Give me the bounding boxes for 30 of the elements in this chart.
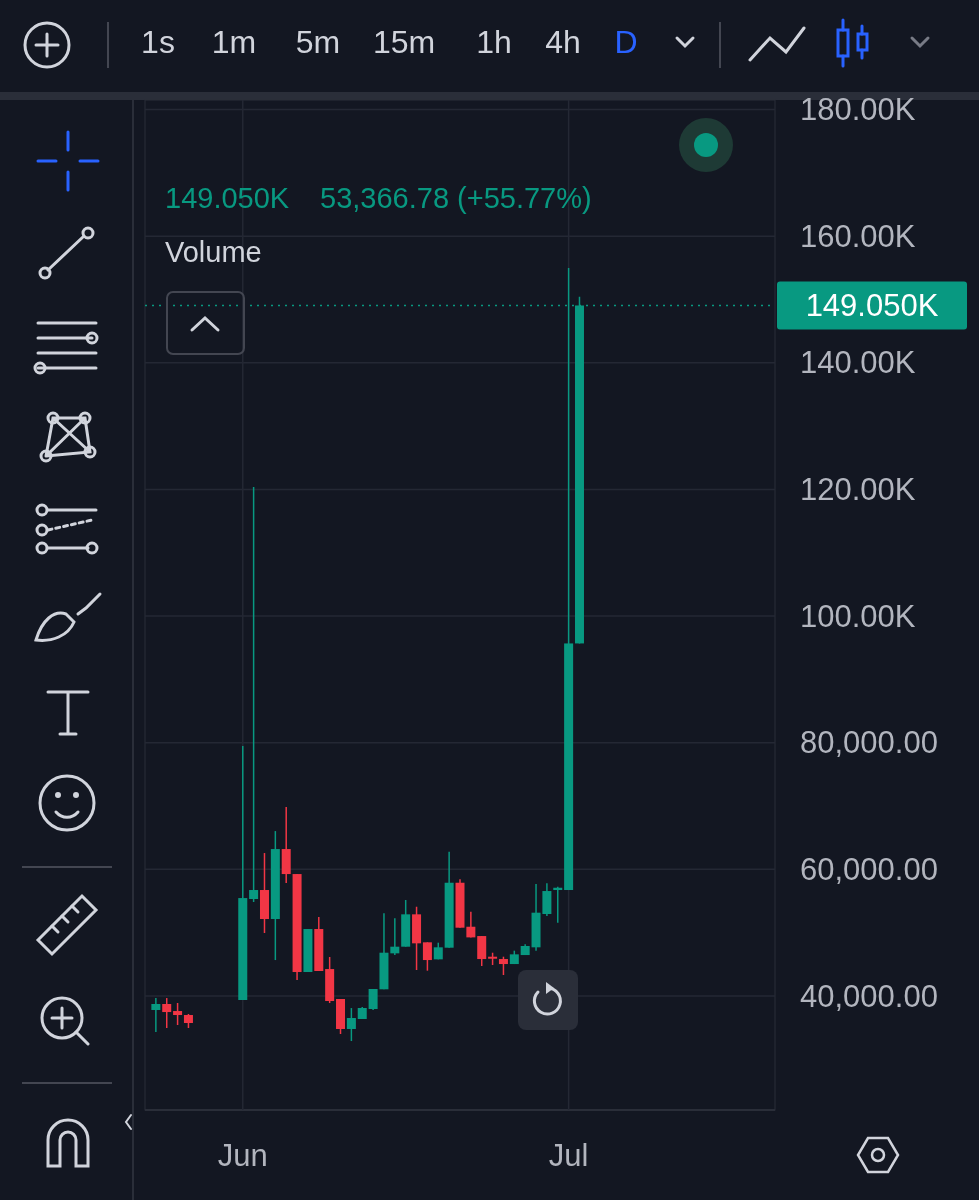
- candlestick: [346, 1007, 356, 1042]
- y-tick-label: 100.00K: [800, 598, 916, 634]
- annotation: 53,366.78 (+55.77%): [320, 182, 592, 214]
- candlestick: [249, 486, 259, 903]
- candlestick: [422, 941, 432, 972]
- y-tick-label: 160.00K: [800, 218, 916, 254]
- annotation: Volume: [165, 236, 262, 268]
- y-tick-label: 140.00K: [800, 345, 916, 381]
- x-tick-label: Jun: [217, 1137, 268, 1173]
- text: 1h: [476, 24, 512, 60]
- y-tick-label: 180.00K: [800, 92, 916, 127]
- text: 4h: [545, 24, 581, 60]
- ref-line-label: 149.050K: [805, 287, 939, 323]
- candlestick: [151, 997, 161, 1033]
- candlestick: [477, 935, 487, 967]
- text: D: [614, 24, 638, 60]
- text: 15m: [372, 24, 436, 60]
- x-tick-label: Jul: [548, 1137, 589, 1173]
- y-tick-label: 120.00K: [800, 471, 916, 507]
- candlestick: [173, 1002, 183, 1026]
- candlestick: [498, 955, 508, 976]
- text: 5m: [295, 24, 341, 60]
- y-tick-label: 40,000.00: [800, 978, 938, 1014]
- y-tick-label: 80,000.00: [800, 725, 938, 761]
- candlestick: [390, 917, 400, 956]
- text: 1s: [141, 24, 175, 60]
- annotation: 149.050K: [165, 182, 290, 214]
- y-tick-label: 60,000.00: [800, 851, 938, 887]
- candlestick: [162, 997, 172, 1029]
- text: 1m: [211, 24, 257, 60]
